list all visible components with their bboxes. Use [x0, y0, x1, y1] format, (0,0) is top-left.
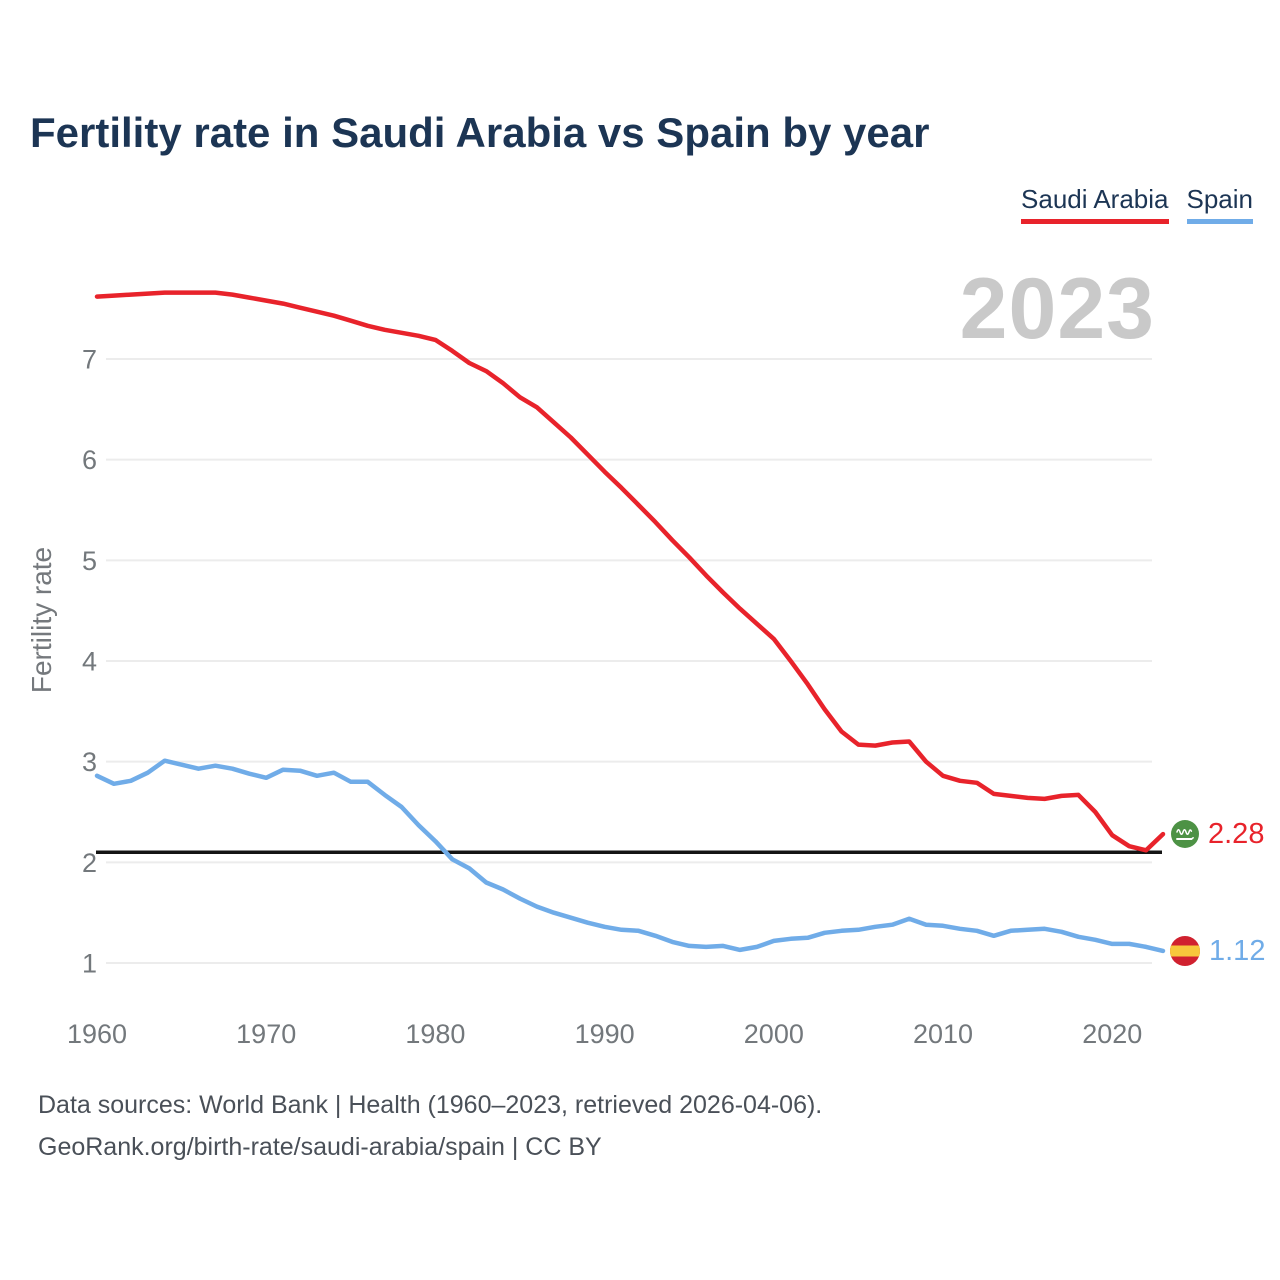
saudi-last-value: 2.28 [1208, 817, 1265, 850]
legend-item-spain[interactable]: Spain [1186, 184, 1253, 224]
footer: Data sources: World Bank | Health (1960–… [38, 1084, 822, 1168]
x-tick-label: 2020 [1082, 1019, 1142, 1049]
x-tick-label: 1980 [405, 1019, 465, 1049]
spain-end-label: 1.12 [1170, 934, 1266, 967]
y-tick-label: 2 [82, 848, 97, 878]
chart-title: Fertility rate in Saudi Arabia vs Spain … [30, 109, 930, 156]
y-tick-label: 5 [82, 546, 97, 576]
spain-last-value: 1.12 [1209, 934, 1266, 967]
footer-sources-line: Data sources: World Bank | Health (1960–… [38, 1091, 823, 1119]
x-tick-label: 2010 [913, 1019, 973, 1049]
series-line-saudi-arabia[interactable] [94, 290, 1166, 853]
legend-item-saudi-arabia[interactable]: Saudi Arabia [1021, 184, 1169, 224]
y-tick-label: 7 [82, 345, 97, 375]
x-tick-label: 1990 [575, 1019, 635, 1049]
y-tick-label: 1 [82, 949, 97, 979]
legend: Saudi Arabia Spain [1021, 184, 1253, 224]
saudi-end-label: 2.28 [1171, 817, 1265, 850]
footer-attribution-line: GeoRank.org/birth-rate/saudi-arabia/spai… [38, 1133, 602, 1161]
series-line-spain[interactable] [94, 758, 1166, 954]
x-tick-label: 2000 [744, 1019, 804, 1049]
saudi-arabia-flag-icon [1171, 820, 1199, 848]
watermark-year: 2023 [959, 261, 1155, 357]
y-tick-label: 4 [82, 647, 97, 677]
spain-flag-icon [1170, 936, 1200, 966]
x-tick-label: 1970 [236, 1019, 296, 1049]
x-tick-label: 1960 [67, 1019, 127, 1049]
y-tick-label: 3 [82, 747, 97, 777]
y-tick-label: 6 [82, 445, 97, 475]
